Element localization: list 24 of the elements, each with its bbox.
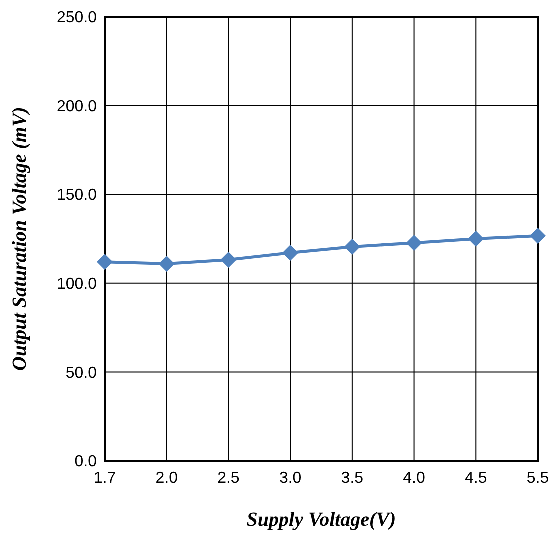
x-tick-label: 5.5: [526, 470, 550, 487]
x-tick-label: 1.7: [94, 470, 116, 487]
x-tick-label: 4.0: [403, 470, 426, 487]
point: [158, 256, 175, 272]
point: [468, 231, 484, 247]
x-tick-label: 3.5: [341, 470, 364, 487]
point: [344, 238, 360, 255]
x-tick-label: 2.5: [218, 470, 240, 487]
point: [220, 252, 237, 268]
y-axis-title: Output Saturation Voltage (mV): [9, 107, 31, 371]
y-tick-label: 150.0: [56, 187, 98, 204]
point: [282, 245, 299, 262]
y-tick-label: 100.0: [56, 276, 98, 293]
y-tick-label: 0.0: [74, 454, 98, 471]
x-tick-label: 4.5: [465, 470, 488, 487]
y-tick-label: 200.0: [56, 98, 98, 116]
point: [530, 228, 546, 244]
x-tick-label: 2.0: [156, 470, 178, 487]
y-tick-label: 250.0: [56, 10, 98, 27]
y-tick-label: 50.0: [66, 364, 98, 382]
x-axis-title: Supply Voltage(V): [246, 509, 396, 531]
x-tick-label: 3.0: [279, 470, 302, 487]
point: [406, 235, 422, 252]
point: [97, 254, 113, 270]
